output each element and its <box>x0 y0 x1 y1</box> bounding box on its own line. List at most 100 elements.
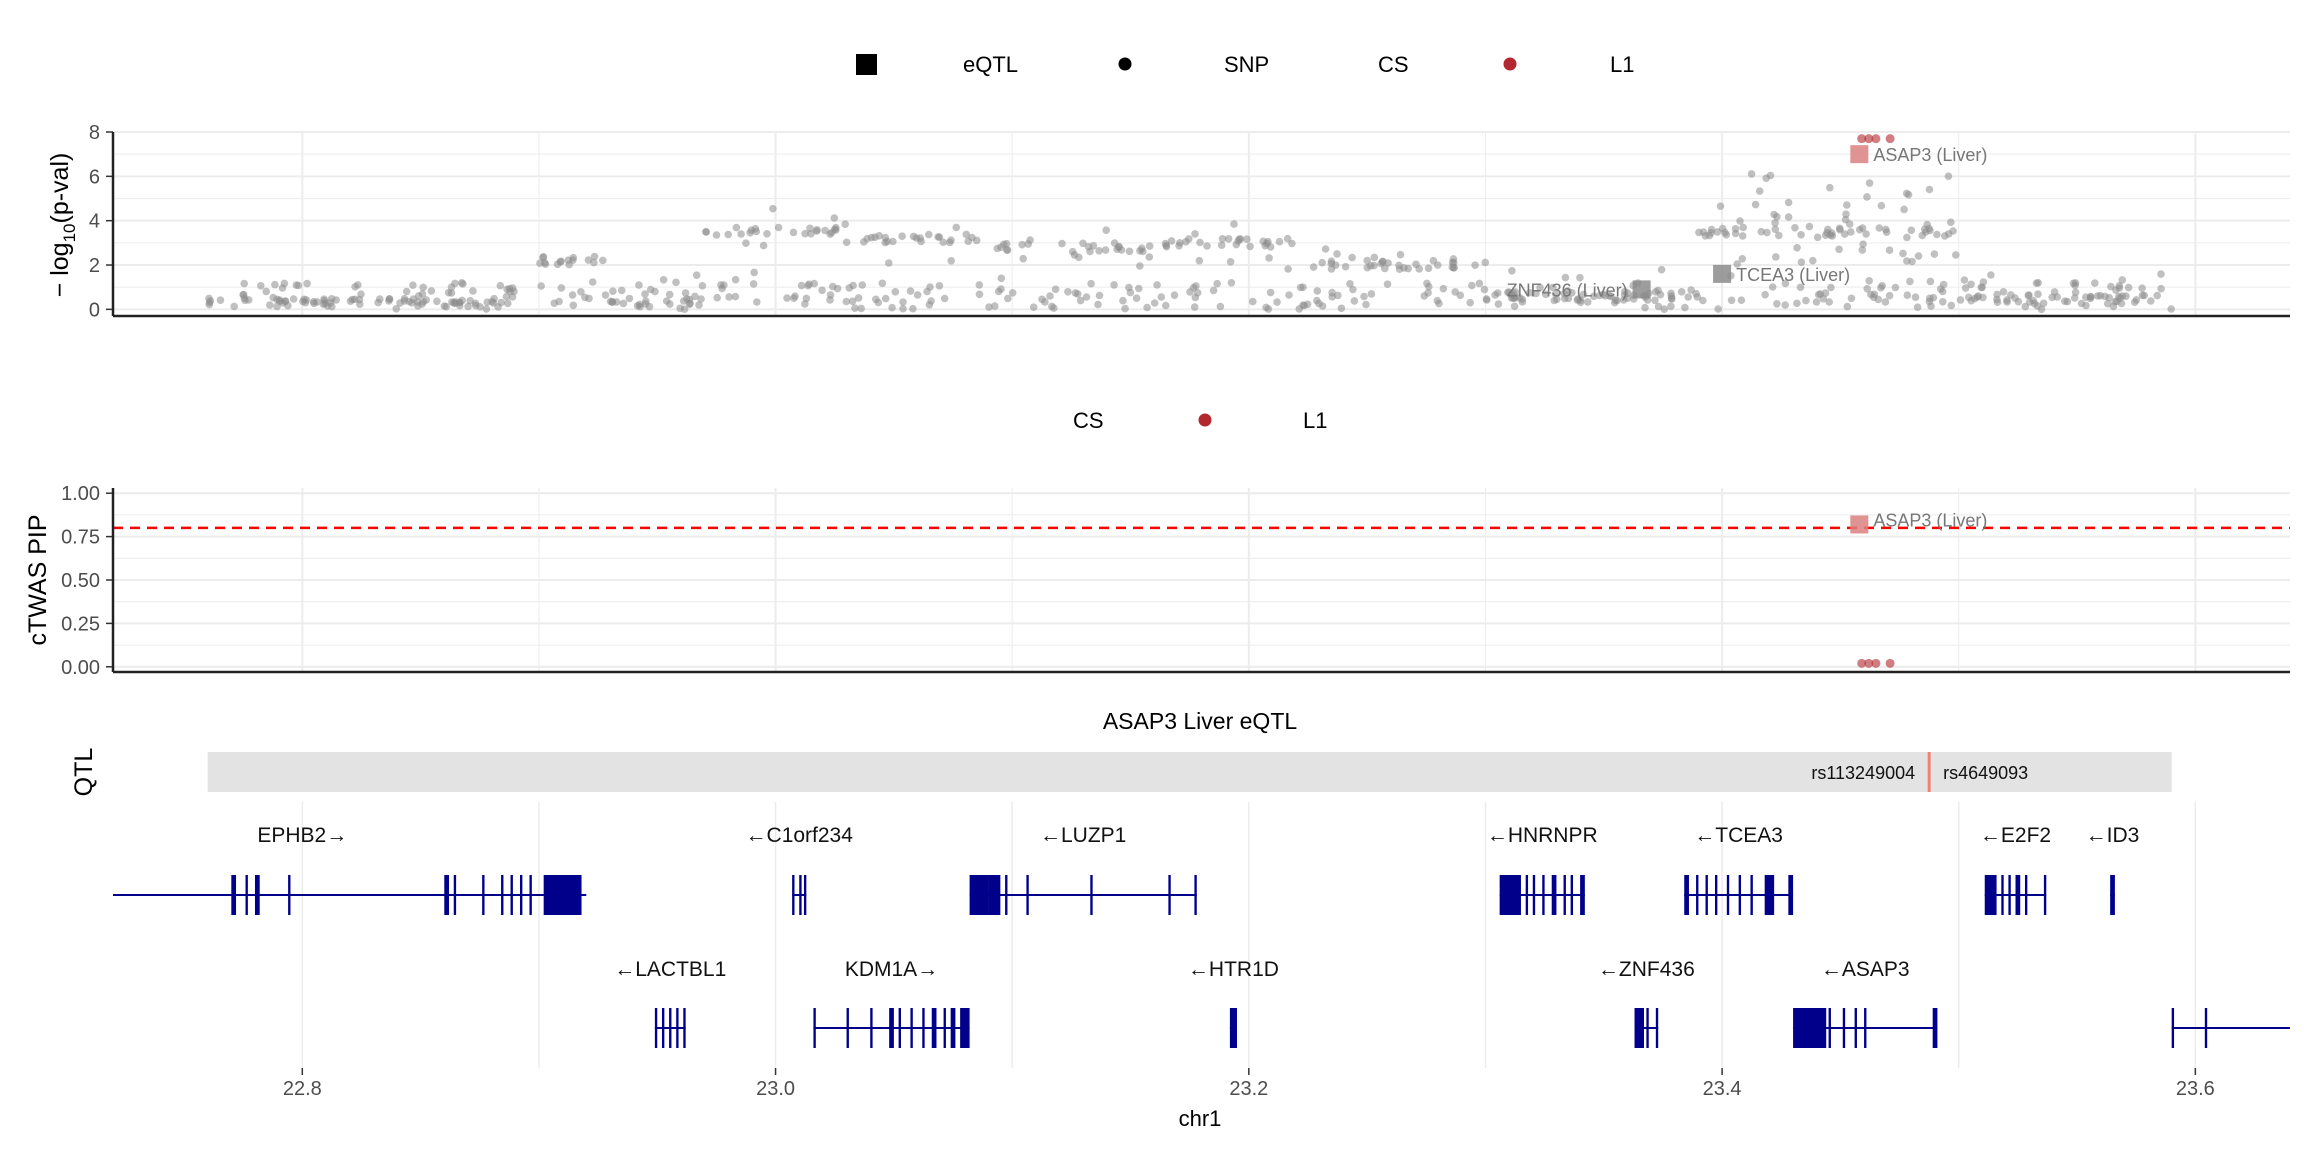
snp-point <box>536 259 544 268</box>
snp-point <box>1944 172 1953 180</box>
snp-point <box>1771 219 1779 227</box>
snp-point <box>1284 265 1292 273</box>
eqtl-label: TCEA3 (Liver) <box>1736 265 1850 285</box>
snp-point <box>1727 296 1736 305</box>
snp-point <box>1087 279 1095 288</box>
snp-point <box>1827 283 1835 292</box>
snp-point <box>651 287 659 296</box>
snp-point <box>1970 294 1979 303</box>
snp-point <box>1684 293 1692 301</box>
snp-point <box>1707 225 1716 234</box>
snp-point <box>665 290 674 299</box>
snp-point <box>872 295 880 304</box>
gene-exon <box>799 875 802 915</box>
snp-point <box>419 297 428 306</box>
gene-exon <box>1168 875 1171 915</box>
snp-point <box>300 295 308 304</box>
gene-exon <box>931 1008 937 1048</box>
snp-point <box>1150 299 1159 307</box>
snp-point <box>1781 301 1789 309</box>
snp-point <box>568 291 577 299</box>
snp-point <box>2132 296 2141 304</box>
snp-point <box>832 226 840 234</box>
snp-point <box>1143 303 1151 312</box>
gene-exon <box>1788 875 1794 915</box>
snp-point <box>1288 239 1296 248</box>
snp-point <box>1064 288 1072 296</box>
snp-point <box>269 293 278 302</box>
gene-exon <box>988 875 1001 915</box>
snp-point <box>1420 292 1429 300</box>
snp-point <box>1751 200 1760 209</box>
snp-point <box>1677 288 1686 296</box>
snp-point <box>724 230 732 239</box>
gwas-y-ticks: 0 2 4 6 8 <box>89 122 113 321</box>
gene-exon <box>1634 1008 1644 1048</box>
snp-point <box>419 283 428 292</box>
snp-point <box>774 223 783 232</box>
snp-point <box>1363 263 1372 272</box>
snp-point <box>1693 293 1702 301</box>
snp-point <box>985 303 993 311</box>
snp-point <box>1623 294 1632 303</box>
snp-point <box>1877 201 1886 210</box>
snp-point <box>581 293 589 302</box>
snp-point <box>496 281 505 290</box>
snp-point <box>320 296 329 305</box>
snp-point <box>1561 273 1570 282</box>
snp-point <box>1327 259 1336 268</box>
snp-point <box>1979 278 1988 286</box>
pip-y-tick-label: 1.00 <box>61 483 100 505</box>
snp-point <box>1216 302 1225 311</box>
snp-point <box>402 287 411 296</box>
gene-exon <box>943 1008 946 1048</box>
snp-point <box>327 295 336 303</box>
gene-exon <box>2015 875 2021 915</box>
snp-point <box>952 223 961 232</box>
snp-point <box>883 237 891 246</box>
gene-exon <box>1714 875 1718 915</box>
gene-exon <box>1005 875 1008 915</box>
snp-point <box>999 240 1008 249</box>
gene-exon <box>1194 875 1197 915</box>
gene-exon <box>1984 875 1997 915</box>
snp-point <box>732 223 741 232</box>
snp-point <box>1230 220 1238 228</box>
cs-snp-point <box>1871 134 1881 144</box>
gene-exon <box>482 875 485 915</box>
snp-point <box>1161 239 1170 248</box>
snp-point <box>854 294 863 302</box>
snp-point <box>1018 240 1026 249</box>
snp-point <box>1468 281 1476 290</box>
snp-point <box>717 281 725 289</box>
snp-point <box>1518 295 1526 304</box>
snp-point <box>550 299 559 308</box>
snp-point <box>1930 250 1939 258</box>
snp-point <box>818 286 826 295</box>
pip-y-tick-label: 0.25 <box>61 613 100 635</box>
snp-point <box>1842 210 1850 218</box>
snp-point <box>1217 241 1226 249</box>
snp-point <box>2091 279 2099 287</box>
snp-point <box>1796 283 1805 292</box>
snp-point <box>1733 260 1741 268</box>
snp-point <box>455 298 464 307</box>
snp-point <box>1553 295 1561 304</box>
snp-point <box>1722 231 1731 239</box>
snp-point <box>1024 240 1032 248</box>
gene-label: ←HNRNPR <box>1487 824 1598 847</box>
snp-point <box>1875 224 1884 232</box>
gene-exon <box>1542 875 1545 915</box>
snp-point <box>1309 263 1318 271</box>
gene-x-tick-label: 23.4 <box>1703 1078 1742 1100</box>
snp-point <box>1914 252 1923 260</box>
snp-point <box>851 304 859 313</box>
snp-point <box>271 280 279 289</box>
snp-point <box>1784 213 1793 221</box>
gene-label: ←ZNF436 <box>1598 958 1695 981</box>
snp-point <box>1424 264 1433 273</box>
snp-point <box>635 300 644 309</box>
snp-point <box>1145 242 1154 250</box>
snp-point <box>601 291 610 299</box>
snp-point <box>2138 291 2147 300</box>
